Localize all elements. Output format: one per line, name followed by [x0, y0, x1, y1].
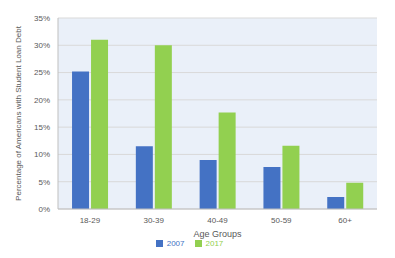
svg-text:20%: 20%: [34, 96, 50, 105]
svg-text:10%: 10%: [34, 150, 50, 159]
svg-text:40-49: 40-49: [207, 216, 228, 225]
html-text:2007: 2007: [166, 239, 185, 248]
svg-text:15%: 15%: [34, 123, 50, 132]
svg-text:30-39: 30-39: [143, 216, 164, 225]
svg-text:Age Groups: Age Groups: [193, 229, 242, 239]
svg-text:50-59: 50-59: [271, 216, 292, 225]
svg-text:18-29: 18-29: [80, 216, 101, 225]
svg-text:35%: 35%: [34, 14, 50, 23]
svg-text:30%: 30%: [34, 41, 50, 50]
svg-text:60+: 60+: [338, 216, 352, 225]
svg-text:5%: 5%: [38, 178, 50, 187]
svg-text:0%: 0%: [38, 205, 50, 214]
svg-text:25%: 25%: [34, 68, 50, 77]
svg-text:Percentage of Americans with S: Percentage of Americans with Student Loa…: [14, 25, 23, 201]
html-text:2017: 2017: [205, 239, 224, 248]
